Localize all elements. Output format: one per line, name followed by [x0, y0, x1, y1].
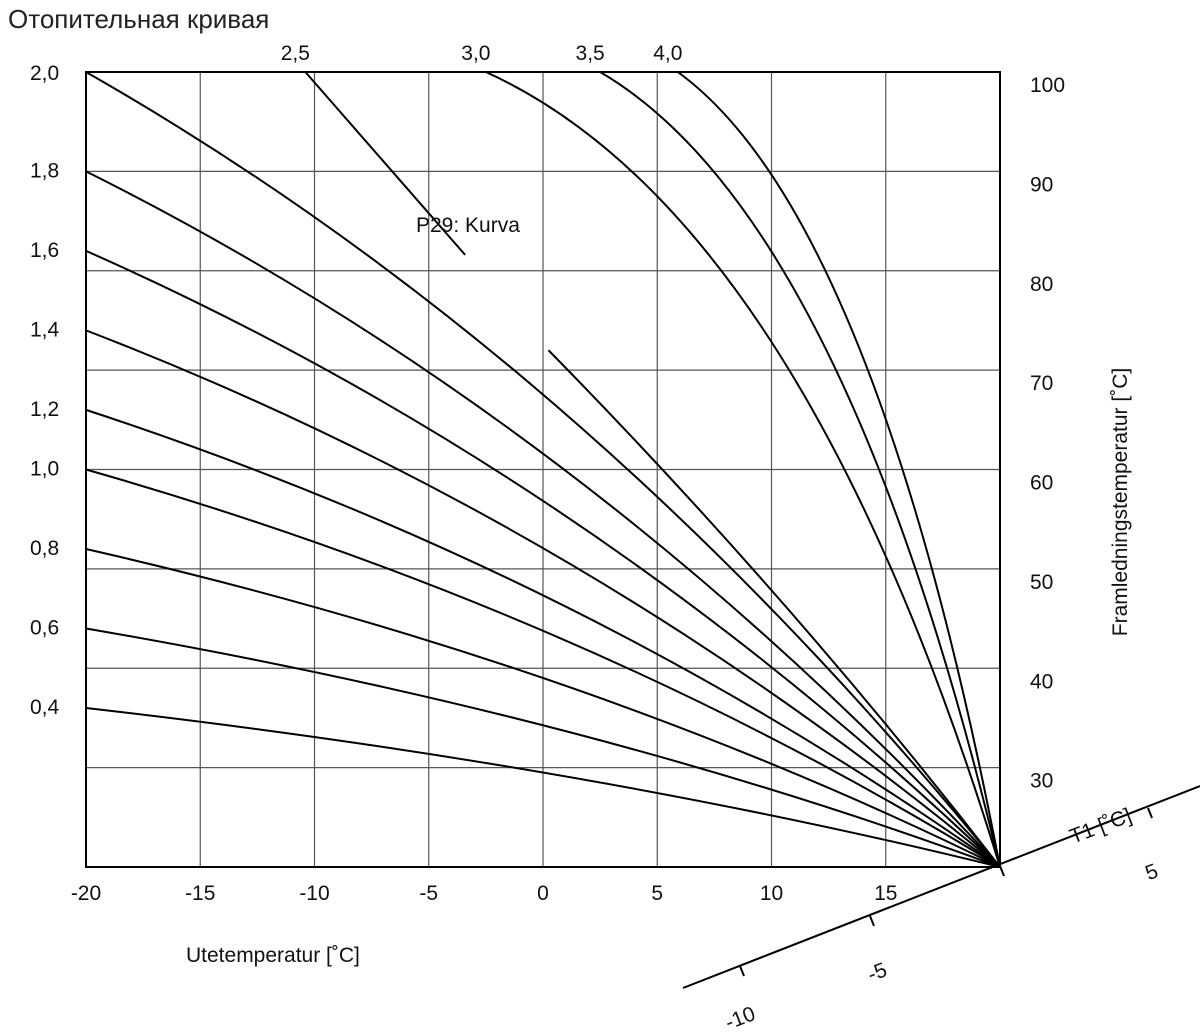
labels: -20 -15 -10 -5 0 5 10 15 30 40 50 60 70 80 90 100 0,4 0,6…	[30, 42, 1065, 905]
curve-label: 2,0	[30, 62, 59, 85]
curve-line	[85, 707, 1001, 868]
curve-line	[85, 249, 1001, 868]
curve-line	[85, 468, 1001, 868]
curve-label: 0,6	[30, 617, 59, 640]
curve-line	[599, 71, 1001, 868]
grid	[85, 71, 1000, 867]
curve-line	[677, 71, 1001, 868]
curve-label: 3,0	[461, 42, 490, 65]
curve-line	[85, 329, 1001, 868]
curve-label: 1,6	[30, 239, 59, 262]
y-tick-label: 50	[1030, 571, 1053, 594]
page-title: Отопительная кривая	[8, 4, 270, 34]
curve-line	[85, 170, 1001, 868]
curve-line	[85, 627, 1001, 868]
curve-line	[85, 71, 1001, 868]
t1-tick-label: 5	[1142, 859, 1161, 885]
x-tick-label: -10	[299, 882, 329, 905]
curve-label: 1,2	[30, 398, 59, 421]
t1-tick	[739, 965, 745, 977]
y-tick-label: 80	[1030, 273, 1053, 296]
curve-label: 2,5	[281, 42, 310, 65]
y-tick-label: 70	[1030, 372, 1053, 395]
t1-tick-label: -5	[864, 958, 890, 986]
t1-tick-label: -10	[722, 1002, 759, 1032]
curves	[85, 71, 1001, 868]
y-tick-label: 60	[1030, 472, 1053, 495]
curve-label: 1,8	[30, 159, 59, 182]
t1-axis-title: T1 [˚C]	[1067, 804, 1135, 848]
y-tick-label: 100	[1030, 74, 1065, 97]
curve-line	[85, 408, 1001, 868]
t1-tick	[1147, 807, 1153, 819]
curve-line	[547, 349, 1001, 868]
x-tick-label: -5	[419, 882, 438, 905]
y-tick-label: 40	[1030, 670, 1053, 693]
x-tick-label: 15	[874, 882, 897, 905]
t1-tick	[999, 865, 1005, 877]
curve-label: 0,4	[30, 696, 60, 719]
curve-line	[304, 71, 466, 256]
curve-label: 0,8	[30, 537, 59, 560]
x-axis-title: Utetemperatur [˚C]	[186, 944, 360, 967]
x-tick-label: -15	[185, 882, 215, 905]
x-tick-label: -20	[71, 882, 101, 905]
x-tick-label: 0	[537, 882, 549, 905]
x-tick-label: 5	[651, 882, 663, 905]
curve-label: 1,4	[30, 318, 60, 341]
curve-label: 4,0	[653, 42, 682, 65]
curve-line	[85, 548, 1001, 868]
curve-label: 3,5	[576, 42, 605, 65]
y-tick-label: 30	[1030, 770, 1053, 793]
t1-axis-line	[682, 785, 1200, 989]
curve-label: 1,0	[30, 458, 59, 481]
y-tick-label: 90	[1030, 173, 1053, 196]
t1-axis: -10 -5 5 T1 [˚C]	[682, 785, 1200, 1032]
curve-line	[485, 71, 1001, 868]
y-axis-title: Framledningstemperatur [˚C]	[1109, 368, 1132, 636]
t1-tick	[869, 915, 875, 927]
x-tick-label: 10	[760, 882, 783, 905]
annotation-label: P29: Kurva	[416, 214, 520, 237]
